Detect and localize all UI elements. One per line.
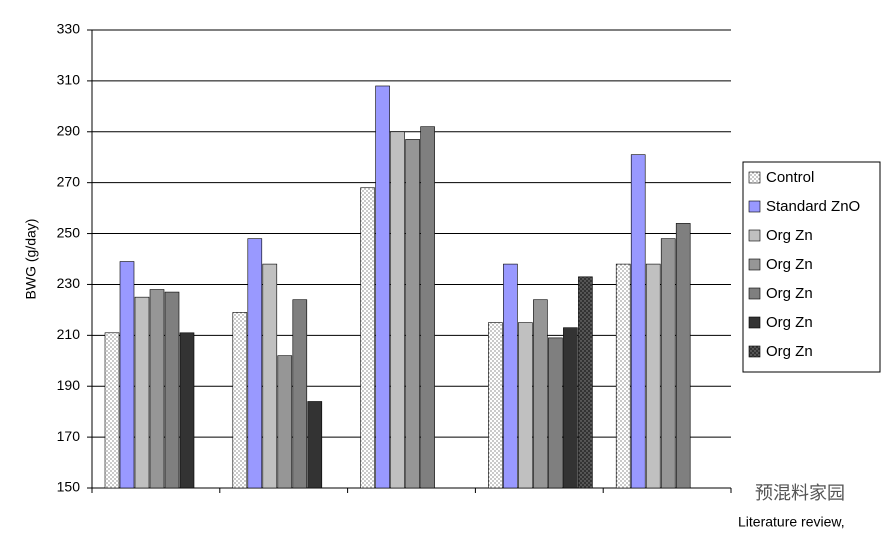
legend-swatch <box>748 171 761 184</box>
legend-swatch <box>748 229 761 242</box>
legend-label: Org Zn <box>766 343 813 360</box>
legend-label: Org Zn <box>766 314 813 331</box>
y-tick-label: 190 <box>57 377 81 393</box>
y-tick-label: 230 <box>57 275 81 291</box>
annotation: Literature review, <box>738 514 845 530</box>
bar <box>104 332 120 489</box>
legend-label: Org Zn <box>766 256 813 273</box>
bar <box>488 322 503 489</box>
y-tick-label: 310 <box>57 72 81 88</box>
bar <box>630 154 646 489</box>
bar <box>645 263 661 489</box>
bar <box>164 291 180 489</box>
y-tick-label: 290 <box>57 122 81 138</box>
bar <box>533 299 548 489</box>
bar <box>390 131 405 489</box>
bar <box>615 263 631 489</box>
bar <box>277 355 293 489</box>
bar <box>405 139 420 489</box>
bar <box>232 312 248 489</box>
y-tick-label: 210 <box>57 326 81 342</box>
bar <box>660 238 676 489</box>
legend-label: Org Zn <box>766 285 813 302</box>
legend-swatch <box>748 287 761 300</box>
bar <box>307 401 323 489</box>
bar <box>375 85 390 489</box>
y-tick-label: 150 <box>57 479 81 495</box>
watermark: 预混料家园 <box>755 483 845 504</box>
bar <box>262 263 278 489</box>
bar <box>578 276 593 489</box>
legend-swatch <box>748 200 761 213</box>
bar <box>149 289 165 489</box>
legend-label: Standard ZnO <box>766 198 860 215</box>
bar <box>119 261 135 489</box>
y-tick-label: 250 <box>57 224 81 240</box>
bar <box>179 332 195 489</box>
legend-label: Control <box>766 169 814 186</box>
y-axis-label: BWG (g/day) <box>23 219 39 300</box>
bar <box>420 126 435 489</box>
bar <box>360 187 375 489</box>
bar <box>134 296 150 489</box>
y-tick-label: 330 <box>57 21 81 37</box>
bar <box>292 299 308 489</box>
y-tick-label: 170 <box>57 428 81 444</box>
bar <box>503 263 518 489</box>
legend-swatch <box>748 345 761 358</box>
legend-swatch <box>748 258 761 271</box>
legend-box <box>742 161 881 373</box>
bar <box>563 327 578 489</box>
bar <box>675 223 691 489</box>
bar <box>548 337 563 489</box>
legend-swatch <box>748 316 761 329</box>
bar <box>247 238 263 489</box>
legend-label: Org Zn <box>766 227 813 244</box>
y-tick-label: 270 <box>57 173 81 189</box>
bar <box>518 322 533 489</box>
